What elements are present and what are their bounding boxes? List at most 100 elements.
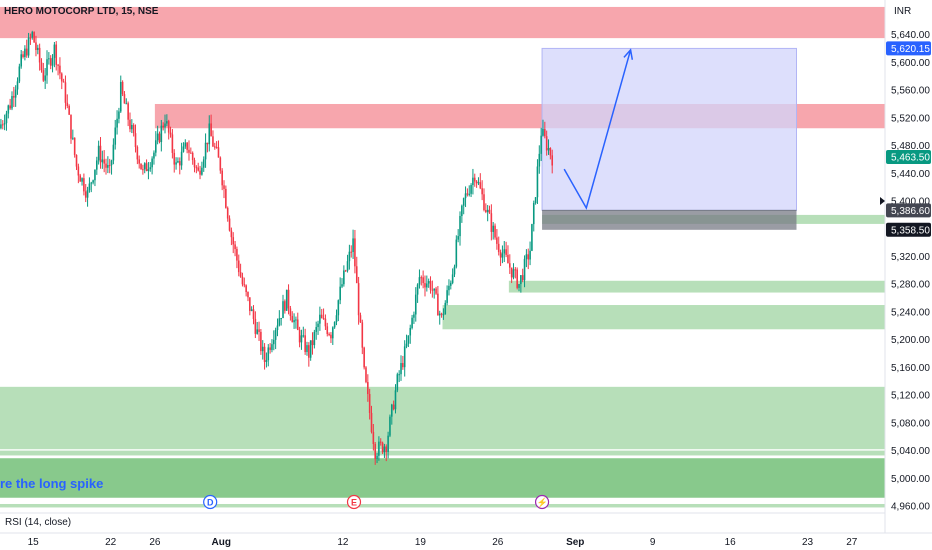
candles-layer xyxy=(0,30,554,465)
candle-body xyxy=(396,374,399,391)
candle-body xyxy=(48,58,50,60)
time-tick-label: 12 xyxy=(337,537,349,548)
candle-body xyxy=(232,237,235,245)
candle-body xyxy=(83,178,85,192)
candle-body xyxy=(131,124,133,130)
candle-body xyxy=(414,294,417,315)
price-axis[interactable] xyxy=(885,0,932,533)
candle-body xyxy=(337,300,340,316)
candle-body xyxy=(442,314,445,316)
demand-zone[interactable] xyxy=(0,503,885,508)
candle-body xyxy=(348,251,351,262)
candle-body xyxy=(540,135,542,154)
demand-zone[interactable] xyxy=(442,305,886,330)
candle-body xyxy=(374,443,377,459)
supply-zone[interactable] xyxy=(0,6,885,39)
candle-body xyxy=(333,321,336,328)
candle-body xyxy=(544,129,546,137)
candle-body xyxy=(175,162,177,165)
candle-body xyxy=(525,254,528,259)
candle-body xyxy=(448,285,450,291)
candle-body xyxy=(296,319,299,330)
candle-body xyxy=(521,275,524,281)
projection-layer[interactable] xyxy=(563,48,634,210)
event-marker-label: D xyxy=(207,498,214,508)
candle-body xyxy=(483,194,485,211)
price-tick-label: 5,240.00 xyxy=(891,307,930,318)
candle-body xyxy=(7,105,10,114)
candle-body xyxy=(311,340,314,346)
candle-body xyxy=(44,75,46,81)
price-tick-label: 5,440.00 xyxy=(891,169,930,180)
demand-zone[interactable] xyxy=(508,280,885,293)
candle-body xyxy=(178,161,181,166)
candle-body xyxy=(103,159,105,164)
candle-body xyxy=(177,161,179,163)
candle-body xyxy=(22,54,24,57)
candle-body xyxy=(9,105,11,109)
candle-body xyxy=(350,251,353,253)
candle-body xyxy=(160,125,163,143)
candle-body xyxy=(75,154,78,167)
candle-body xyxy=(501,253,504,258)
time-axis-ticks: 15 22 26 Aug 12 19 26 Sep 9 16 23 27 xyxy=(28,537,858,548)
candle-body xyxy=(256,329,259,334)
price-tick-label: 5,480.00 xyxy=(891,141,930,152)
candle-body xyxy=(440,313,443,315)
candle-body xyxy=(252,309,255,319)
event-marker[interactable]: E xyxy=(346,494,362,510)
candle-body xyxy=(497,243,500,253)
position-profit-area[interactable] xyxy=(541,47,797,211)
candle-body xyxy=(355,266,358,284)
demand-zone[interactable] xyxy=(0,386,885,450)
price-badge-label: 5,620.15 xyxy=(891,44,930,55)
symbol-title: HERO MOTOCORP LTD, 15, NSE xyxy=(4,6,159,17)
rsi-indicator-label[interactable]: RSI (14, close) xyxy=(5,517,71,528)
candle-body xyxy=(431,289,434,291)
candle-body xyxy=(523,258,526,281)
projection-arrowhead-icon xyxy=(623,48,634,60)
candle-body xyxy=(343,270,345,285)
projection-path[interactable] xyxy=(563,49,632,210)
candle-body xyxy=(536,166,539,198)
demand-zone[interactable] xyxy=(0,450,885,456)
candle-body xyxy=(105,163,107,168)
candle-body xyxy=(291,315,294,323)
long-position-tool[interactable] xyxy=(541,47,797,230)
candle-body xyxy=(402,363,404,368)
event-marker[interactable]: ⚡ xyxy=(534,494,550,510)
candle-body xyxy=(166,121,168,124)
candle-body xyxy=(70,114,72,139)
demand-zone[interactable] xyxy=(0,458,885,498)
candle-body xyxy=(81,178,83,182)
position-stop-area[interactable] xyxy=(542,210,797,230)
candle-body xyxy=(284,301,286,311)
candle-body xyxy=(392,404,395,410)
event-marker[interactable]: D xyxy=(203,494,218,510)
candle-body xyxy=(29,37,32,39)
candle-body xyxy=(132,124,135,134)
candle-body xyxy=(13,96,15,98)
candle-body xyxy=(138,159,141,164)
candle-body xyxy=(110,160,113,166)
candle-body xyxy=(180,151,183,166)
candle-body xyxy=(416,284,419,295)
candle-body xyxy=(295,319,297,321)
candle-body xyxy=(520,275,522,285)
candle-body xyxy=(335,315,338,322)
candle-body xyxy=(508,263,511,268)
price-tick-label: 5,560.00 xyxy=(891,86,930,97)
candle-body xyxy=(438,313,441,316)
candle-body xyxy=(315,327,318,332)
time-tick-label: 27 xyxy=(846,537,858,548)
candle-body xyxy=(354,238,356,267)
candle-body xyxy=(289,308,292,316)
price-tick-label: 5,280.00 xyxy=(891,280,930,291)
price-badge xyxy=(886,203,931,218)
candle-body xyxy=(239,272,242,277)
candle-body xyxy=(226,207,229,219)
candle-body xyxy=(512,269,515,278)
time-tick-label: 22 xyxy=(105,537,117,548)
time-axis[interactable] xyxy=(0,533,932,550)
